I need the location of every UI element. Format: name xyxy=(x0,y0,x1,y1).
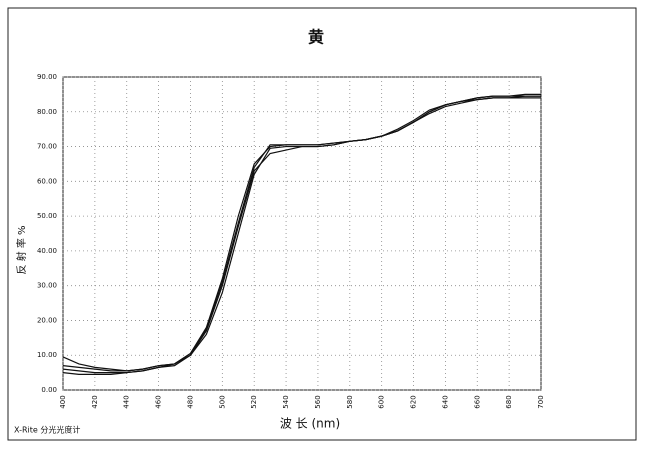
y-tick-label: 70.00 xyxy=(37,143,57,151)
plot-area xyxy=(62,76,542,391)
y-tick-label: 10.00 xyxy=(37,351,57,359)
x-tick-label: 480 xyxy=(186,395,194,408)
x-tick-label: 560 xyxy=(314,395,322,408)
x-tick-label: 420 xyxy=(91,395,99,408)
y-axis-label: 反 射 率 % xyxy=(15,225,28,274)
x-tick-label: 460 xyxy=(155,395,163,408)
y-tick-label: 20.00 xyxy=(37,316,57,324)
x-tick-label: 620 xyxy=(410,395,418,408)
y-tick-label: 90.00 xyxy=(37,73,57,81)
x-tick-label: 700 xyxy=(537,395,545,408)
chart-title: 黄 xyxy=(308,28,324,47)
x-tick-label: 520 xyxy=(250,395,258,408)
series-line xyxy=(62,95,541,375)
x-tick-label: 660 xyxy=(473,395,481,408)
x-tick-label: 680 xyxy=(505,395,513,408)
y-tick-label: 40.00 xyxy=(37,247,57,255)
y-tick-label: 0.00 xyxy=(41,386,57,394)
y-tick-label: 50.00 xyxy=(37,212,57,220)
x-tick-label: 640 xyxy=(441,395,449,408)
x-tick-label: 580 xyxy=(346,395,354,408)
series-line xyxy=(62,97,541,374)
x-tick-label: 400 xyxy=(59,395,67,408)
series-line xyxy=(62,93,541,372)
x-tick-label: 600 xyxy=(378,395,386,408)
x-tick-label: 440 xyxy=(123,395,131,408)
series-line xyxy=(62,95,541,372)
x-tick-label: 540 xyxy=(282,395,290,408)
y-tick-label: 80.00 xyxy=(37,108,57,116)
chart-frame xyxy=(7,7,637,441)
y-tick-label: 60.00 xyxy=(37,177,57,185)
x-tick-label: 500 xyxy=(218,395,226,408)
x-axis-label: 波 长 (nm) xyxy=(280,417,340,431)
footer: X-Rite 分光光度计 xyxy=(14,425,80,435)
y-tick-label: 30.00 xyxy=(37,282,57,290)
